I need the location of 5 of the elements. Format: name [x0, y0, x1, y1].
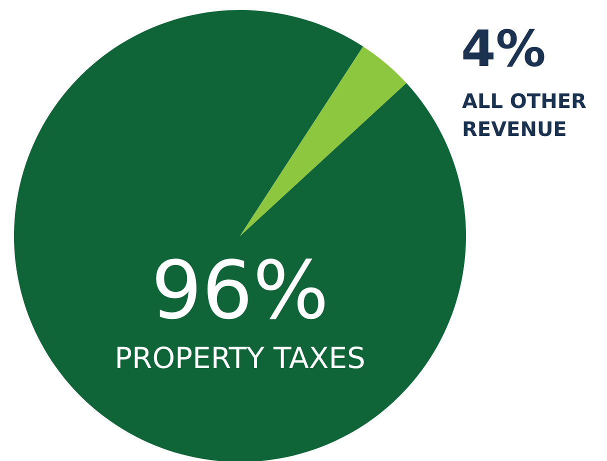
- pie-slice: [240, 46, 406, 236]
- data-label: 4%: [461, 20, 546, 78]
- data-label: 96%: [151, 244, 329, 337]
- slice-label: ALL OTHER REVENUE: [462, 89, 586, 141]
- slice-label: PROPERTY TAXES: [114, 341, 366, 375]
